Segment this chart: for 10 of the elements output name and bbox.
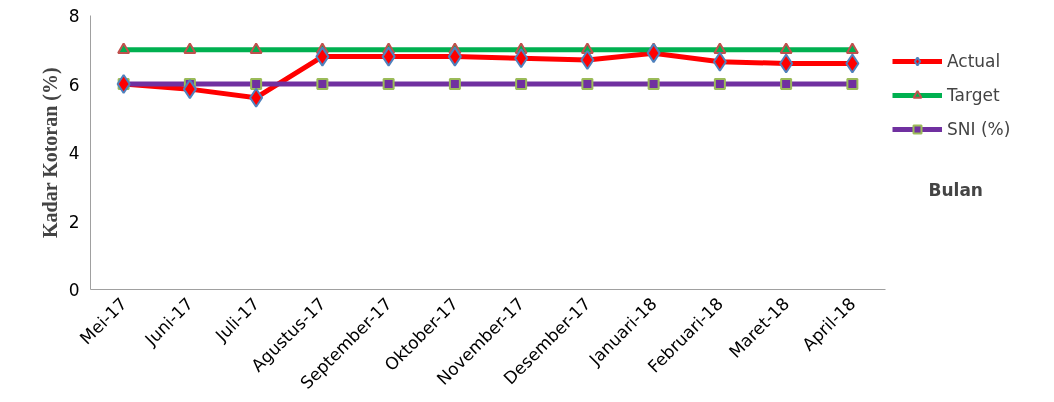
y-tick-label: 4 bbox=[68, 143, 80, 163]
legend-label: Actual bbox=[947, 51, 1001, 71]
x-axis-title: Bulan bbox=[928, 179, 983, 200]
legend-label: Target bbox=[947, 85, 1000, 105]
legend-label: SNI (%) bbox=[947, 119, 1011, 139]
y-tick-label: 0 bbox=[68, 280, 80, 300]
y-tick-label: 6 bbox=[68, 74, 80, 95]
y-tick-label: 8 bbox=[68, 6, 80, 26]
y-tick-label: 2 bbox=[68, 211, 80, 232]
y-axis-title: Kadar Kotoran (%) bbox=[38, 67, 62, 239]
